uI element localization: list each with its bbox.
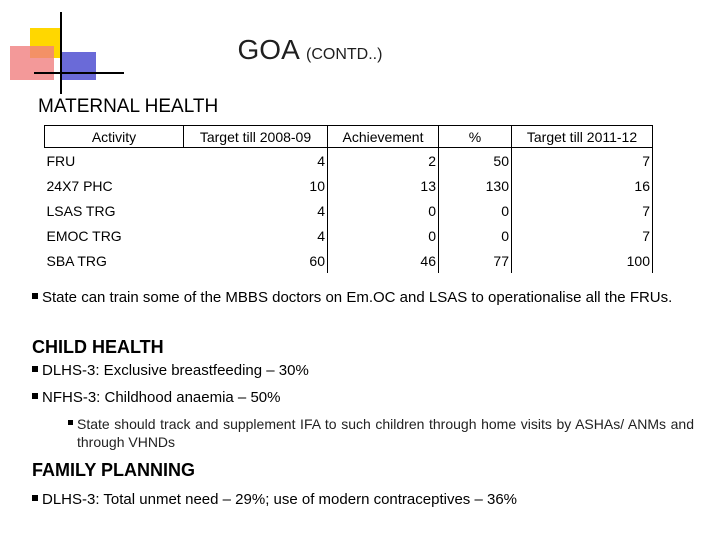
cell-number: 100 — [511, 248, 653, 273]
table-row: 24X7 PHC 10 13 130 16 — [45, 173, 653, 198]
bullet: DLHS-3: Total unmet need – 29%; use of m… — [32, 489, 517, 510]
cell-number: 50 — [438, 147, 512, 173]
cell-number: 2 — [327, 147, 439, 173]
cell-number: 4 — [183, 147, 328, 173]
section-heading: MATERNAL HEALTH — [38, 96, 219, 117]
section-heading: FAMILY PLANNING — [32, 460, 196, 480]
cell-number: 7 — [511, 147, 653, 173]
bullet: NFHS-3: Childhood anaemia – 50% — [32, 387, 280, 408]
deco-blue — [60, 52, 96, 80]
table-row: LSAS TRG 4 0 0 7 — [45, 198, 653, 223]
cell-number: 0 — [327, 223, 439, 248]
title: GOA (CONTD..) — [0, 34, 620, 66]
deco-vline — [60, 12, 62, 94]
column-header: % — [438, 125, 512, 148]
deco-hline — [34, 72, 124, 74]
cell-number: 60 — [183, 248, 328, 273]
cell-number: 130 — [438, 173, 512, 198]
table-row: FRU 4 2 50 7 — [45, 147, 653, 173]
bullet: State can train some of the MBBS doctors… — [32, 287, 702, 308]
sub-bullet: State should track and supplement IFA to… — [68, 415, 694, 451]
section-heading: CHILD HEALTH — [32, 337, 164, 357]
table-row: EMOC TRG 4 0 0 7 — [45, 223, 653, 248]
cell-activity: SBA TRG — [46, 252, 107, 269]
cell-number: 7 — [511, 223, 653, 248]
column-header: Target till 2008-09 — [183, 125, 328, 148]
cell-number: 46 — [327, 248, 439, 273]
cell-number: 7 — [511, 198, 653, 223]
table-row: SBA TRG 60 46 77 100 — [45, 248, 653, 273]
column-header: Target till 2011-12 — [511, 125, 653, 148]
cell-activity: 24X7 PHC — [46, 177, 113, 194]
cell-number: 4 — [183, 223, 328, 248]
cell-activity: EMOC TRG — [46, 227, 122, 244]
cell-number: 0 — [438, 223, 512, 248]
cell-activity: FRU — [46, 152, 76, 169]
bullet: DLHS-3: Exclusive breastfeeding – 30% — [32, 360, 309, 381]
title-main: GOA — [237, 34, 299, 65]
cell-number: 10 — [183, 173, 328, 198]
cell-number: 0 — [327, 198, 439, 223]
title-sub: (CONTD..) — [306, 46, 383, 63]
column-header: Achievement — [327, 125, 439, 148]
cell-number: 77 — [438, 248, 512, 273]
deco-red — [10, 46, 54, 80]
cell-number: 13 — [327, 173, 439, 198]
cell-activity: LSAS TRG — [46, 202, 116, 219]
cell-number: 4 — [183, 198, 328, 223]
table: Activity Target till 2008-09 Achievement% T… — [44, 125, 653, 273]
column-header: Activity — [44, 125, 184, 148]
cell-number: 16 — [511, 173, 653, 198]
header-row: Activity Target till 2008-09 Achievement% T… — [44, 125, 653, 148]
cell-number: 0 — [438, 198, 512, 223]
